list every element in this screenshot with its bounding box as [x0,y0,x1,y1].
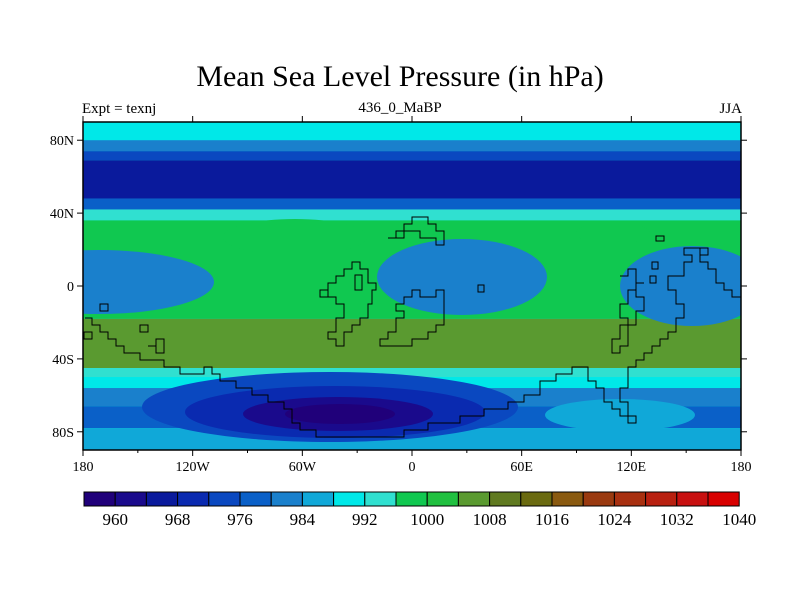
colorbar-swatch-10 [395,491,428,507]
outline-south-america [85,247,741,438]
colorbar-label: 976 [227,510,253,529]
colorbar-swatch-15 [551,491,584,507]
colorbar: 960 968 976 984 992 1000 1008 1016 1024 1032 1040 [83,491,756,529]
age-label: 436_0_MaBP [358,100,442,116]
outline-north-america [388,216,445,246]
colorbar-swatch-14 [520,491,553,507]
colorbar-swatch-0 [83,491,116,507]
colorbar-label: 960 [102,510,128,529]
field-high-s-pacific [262,337,322,355]
colorbar-swatch-1 [114,491,147,507]
colorbar-swatch-19 [676,491,709,507]
colorbar-label: 1008 [473,510,507,529]
lat-tick-label: 0 [67,280,74,295]
outline-small-islands [83,235,709,354]
lat-tick-label: 40S [52,353,74,368]
colorbar-swatch-2 [145,491,179,507]
colorbar-label: 1040 [722,510,756,529]
pressure-band-1 [83,140,741,152]
field-high-n-atlantic [223,219,367,255]
regional-features [83,219,741,442]
field-high-n-pacific [576,222,650,244]
colorbar-swatch-6 [270,491,303,507]
axes: 180 120W 60W 0 60E 120E 180 80N 40N 0 40S 80S [50,116,752,475]
colorbar-label: 968 [165,510,191,529]
field-low-south-america [83,250,214,314]
colorbar-swatch-4 [208,491,241,507]
colorbar-swatch-11 [426,491,459,507]
colorbar-label: 1016 [535,510,569,529]
pressure-band-8 [83,368,741,378]
experiment-label: Expt = texnj [82,101,157,117]
colorbar-swatch-13 [489,491,522,507]
colorbar-label: 1000 [410,510,444,529]
colorbar-swatch-16 [582,491,615,507]
pressure-band-0 [83,122,741,141]
colorbar-swatch-9 [364,491,397,507]
pressure-band-3 [83,160,741,199]
colorbar-swatch-5 [239,491,272,507]
lon-tick-label: 180 [73,460,94,475]
lon-tick-label: 120E [617,460,647,475]
colorbar-label: 1032 [660,510,694,529]
colorbar-label: 992 [352,510,378,529]
continental-outlines [83,216,741,438]
colorbar-swatch-18 [645,491,678,507]
field-low-australia [620,246,741,326]
pressure-field [83,122,741,450]
colorbar-swatch-17 [613,491,647,507]
lat-tick-label: 40N [50,207,74,222]
lat-tick-label: 80S [52,426,74,441]
colorbar-label: 984 [290,510,316,529]
pressure-band-5 [83,209,741,221]
pressure-band-2 [83,151,741,161]
colorbar-swatch-20 [707,491,740,507]
field-low-antarctic-core [285,404,395,424]
map-title: Mean Sea Level Pressure (in hPa) [196,60,604,93]
outline-indonesia [611,268,645,354]
colorbar-swatch-8 [333,491,366,507]
colorbar-swatch-3 [177,491,210,507]
colorbar-swatch-12 [457,491,491,507]
lon-tick-label: 120W [176,460,211,475]
colorbar-label: 1024 [597,510,632,529]
outline-arabia [354,274,363,291]
season-label: JJA [719,101,742,117]
lon-tick-label: 180 [731,460,752,475]
lon-tick-label: 60E [510,460,533,475]
colorbar-swatch-7 [301,491,335,507]
outline-africa [319,261,377,347]
outline-australia [379,289,445,347]
pressure-band-4 [83,198,741,210]
lon-tick-label: 0 [409,460,416,475]
lon-tick-label: 60W [289,460,317,475]
lat-tick-label: 80N [50,134,74,149]
